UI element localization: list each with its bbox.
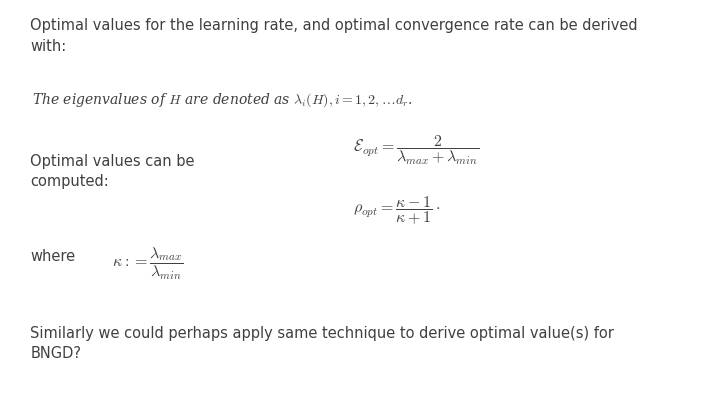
Text: $\mathcal{E}_{opt} = \dfrac{2}{\lambda_{max} + \lambda_{min}}$: $\mathcal{E}_{opt} = \dfrac{2}{\lambda_{… [353, 134, 480, 167]
Text: Optimal values can be
computed:: Optimal values can be computed: [30, 154, 194, 189]
Text: Similarly we could perhaps apply same technique to derive optimal value(s) for
B: Similarly we could perhaps apply same te… [30, 326, 614, 361]
Text: The eigenvalues of $H$ are denoted as $\lambda_i(H), i = 1, 2, \ldots d_r$.: The eigenvalues of $H$ are denoted as $\… [32, 91, 413, 109]
Text: where: where [30, 249, 76, 264]
Text: Optimal values for the learning rate, and optimal convergence rate can be derive: Optimal values for the learning rate, an… [30, 18, 638, 53]
Text: $\rho_{opt} = \dfrac{\kappa-1}{\kappa+1}\cdot$: $\rho_{opt} = \dfrac{\kappa-1}{\kappa+1}… [353, 194, 441, 227]
Text: $\kappa := \dfrac{\lambda_{max}}{\lambda_{min}}$: $\kappa := \dfrac{\lambda_{max}}{\lambda… [112, 246, 184, 282]
